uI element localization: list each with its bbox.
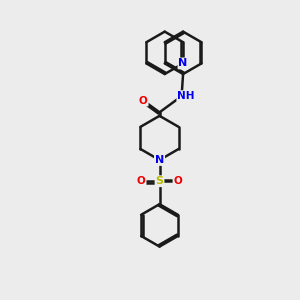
Text: O: O bbox=[139, 95, 148, 106]
Text: N: N bbox=[178, 58, 188, 68]
Text: NH: NH bbox=[177, 91, 195, 101]
Text: S: S bbox=[155, 176, 164, 186]
Text: O: O bbox=[173, 176, 182, 186]
Text: O: O bbox=[137, 176, 146, 186]
Text: N: N bbox=[155, 155, 164, 165]
